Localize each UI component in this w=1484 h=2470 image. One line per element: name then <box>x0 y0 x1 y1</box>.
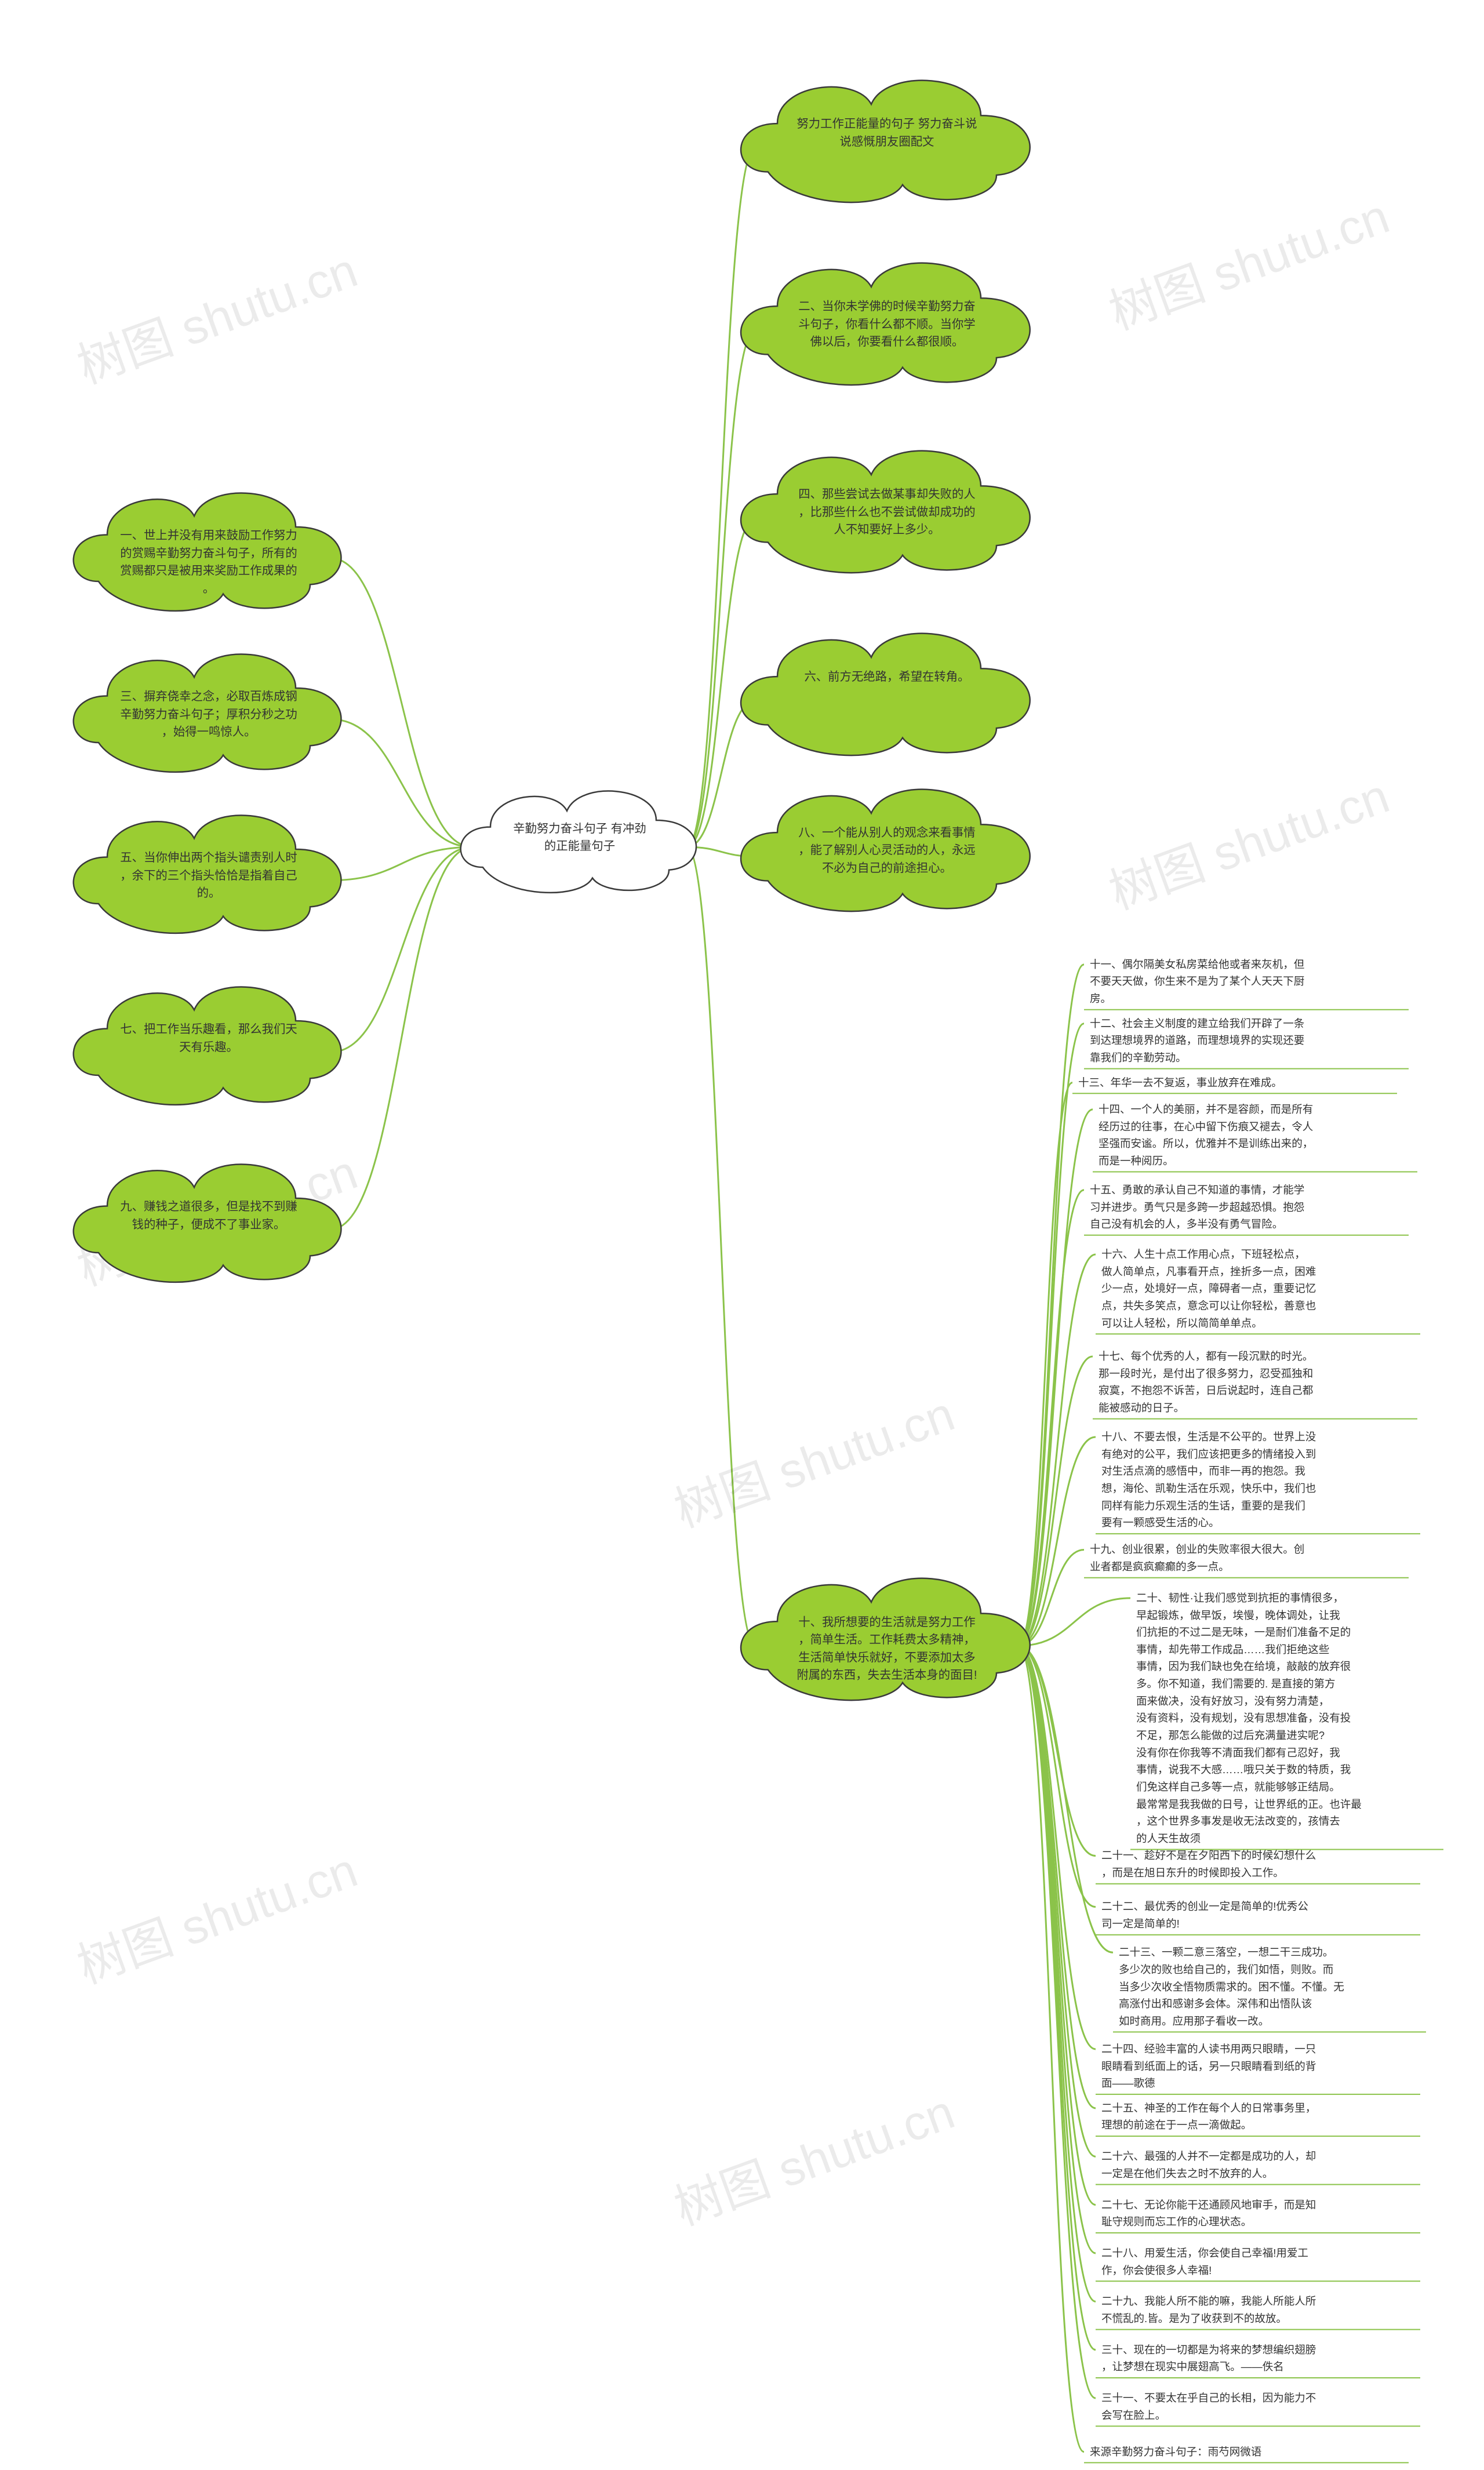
text-node: 二十三、一颗二意三落空，一想二干三成功。 多少次的败也给自己的，我们如悟，则败。… <box>1119 1944 1432 2029</box>
cloud-node: 五、当你伸出两个指头谴责别人时 ，余下的三个指头恰恰是指着自己 的。 <box>64 795 354 951</box>
text-node: 二十八、用爱生活，你会使自己幸福!用爱工 作，你会使很多人幸福! <box>1101 2245 1426 2279</box>
text-node: 三十、现在的一切都是为将来的梦想编织翅膀 ，让梦想在现实中展翅高飞。——佚名 <box>1101 2341 1426 2376</box>
text-node: 十二、社会主义制度的建立给我们开辟了一条 到达理想境界的道路，而理想境界的实现还… <box>1090 1015 1414 1067</box>
mindmap-canvas: 树图 shutu.cn 树图 shutu.cn 树图 shutu.cn 树图 shut… <box>0 0 1484 2470</box>
center-node: 辛勤努力奋斗句子 有冲劲 的正能量句子 <box>452 773 707 908</box>
text-node: 十四、一个人的美丽，并不是容颜，而是所有 经历过的往事，在心中留下伤痕又褪去，令… <box>1099 1101 1423 1170</box>
cloud-label: 四、那些尝试去做某事却失败的人 ，比那些什么也不尝试做却成功的 人不知要好上多少… <box>780 486 993 539</box>
cloud-node: 七、把工作当乐趣看，那么我们天 天有乐趣。 <box>64 966 354 1122</box>
watermark: 树图 shutu.cn <box>1099 758 1398 923</box>
cloud-label: 二、当你未学佛的时候辛勤努力奋 斗句子，你看什么都不顺。当你学 佛以后，你要看什… <box>780 298 993 351</box>
text-node: 二十九、我能人所不能的嘛，我能人所能人所 不慌乱的.皆。是为了收获到不的故放。 <box>1101 2293 1426 2327</box>
text-node: 来源辛勤努力奋斗句子：雨芍网微语 <box>1090 2443 1414 2461</box>
cloud-label: 五、当你伸出两个指头谴责别人时 ，余下的三个指头恰恰是指着自己 的。 <box>110 849 307 903</box>
cloud-label: 八、一个能从别人的观念来看事情 ，能了解别人心灵活动的人，永远 不必为自己的前途… <box>780 824 993 878</box>
cloud-label: 九、赚钱之道很多，但是找不到赚 钱的种子，便成不了事业家。 <box>110 1198 307 1234</box>
text-node: 二十四、经验丰富的人读书用两只眼睛，一只 眼睛看到纸面上的话，另一只眼睛看到纸的… <box>1101 2040 1426 2092</box>
cloud-label: 一、世上并没有用来鼓励工作努力 的赏赐辛勤努力奋斗句子，所有的 赏赐都只是被用来… <box>110 527 307 598</box>
text-node: 二十、韧性·让我们感觉到抗拒的事情很多， 早起锻炼，做早饭，埃慢，晚体调处，让我… <box>1136 1589 1449 1847</box>
cloud-node: 一、世上并没有用来鼓励工作努力 的赏赐辛勤努力奋斗句子，所有的 赏赐都只是被用来… <box>64 472 354 628</box>
cloud-label: 努力工作正能量的句子 努力奋斗说 说感慨朋友圈配文 <box>780 115 993 151</box>
cloud-node: 努力工作正能量的句子 努力奋斗说 说感慨朋友圈配文 <box>730 59 1043 220</box>
text-node: 二十五、神圣的工作在每个人的日常事务里， 理想的前途在于一点一滴做起。 <box>1101 2100 1426 2134</box>
text-node: 十六、人生十点工作用心点，下班轻松点， 做人简单点，凡事看开点，挫折多一点，困难… <box>1101 1246 1426 1332</box>
text-node: 十一、偶尔隔美女私房菜给他或者来灰机，但 不要天天做，你生来不是为了某个人天天下… <box>1090 956 1414 1007</box>
cloud-label: 七、把工作当乐趣看，那么我们天 天有乐趣。 <box>110 1021 307 1056</box>
cloud-label: 六、前方无绝路，希望在转角。 <box>780 668 993 686</box>
cloud-node: 三、摒弃侥幸之念，必取百炼成钢 辛勤努力奋斗句子；厚积分秒之功 ，始得一鸣惊人。 <box>64 634 354 790</box>
cloud-node: 九、赚钱之道很多，但是找不到赚 钱的种子，便成不了事业家。 <box>64 1144 354 1300</box>
watermark: 树图 shutu.cn <box>67 231 366 397</box>
cloud-label: 三、摒弃侥幸之念，必取百炼成钢 辛勤努力奋斗句子；厚积分秒之功 ，始得一鸣惊人。 <box>110 688 307 741</box>
watermark: 树图 shutu.cn <box>67 1831 366 1997</box>
cloud-node: 六、前方无绝路，希望在转角。 <box>730 612 1043 773</box>
text-node: 二十一、趁好不是在夕阳西下的时候幻想什么 ，而是在旭日东升的时候即投入工作。 <box>1101 1847 1426 1881</box>
watermark: 树图 shutu.cn <box>664 1375 963 1541</box>
text-node: 十八、不要去恨，生活是不公平的。世界上没 有绝对的公平，我们应该把更多的情绪投入… <box>1101 1428 1426 1532</box>
text-node: 十五、勇敢的承认自己不知道的事情，才能学 习并进步。勇气只是多跨一步超越恐惧。抱… <box>1090 1181 1414 1233</box>
watermark: 树图 shutu.cn <box>1099 177 1398 343</box>
watermark: 树图 shutu.cn <box>664 2073 963 2239</box>
text-node: 二十六、最强的人并不一定都是成功的人，却 一定是在他们失去之时不放弃的人。 <box>1101 2148 1426 2182</box>
cloud-node: 二、当你未学佛的时候辛勤努力奋 斗句子，你看什么都不顺。当你学 佛以后，你要看什… <box>730 242 1043 403</box>
text-node: 十七、每个优秀的人，都有一段沉默的时光。 那一段时光，是付出了很多努力，忍受孤独… <box>1099 1348 1423 1417</box>
text-node: 三十一、不要太在乎自己的长相，因为能力不 会写在脸上。 <box>1101 2389 1426 2424</box>
text-node: 十三、年华一去不复返，事业放弃在难成。 <box>1078 1074 1403 1092</box>
text-node: 十九、创业很累，创业的失败率很大很大。创 业者都是疯疯癫癫的多一点。 <box>1090 1541 1414 1575</box>
cloud-node: 十、我所想要的生活就是努力工作 ，简单生活。工作耗费太多精神， 生活简单快乐就好… <box>730 1557 1043 1718</box>
cloud-node: 八、一个能从别人的观念来看事情 ，能了解别人心灵活动的人，永远 不必为自己的前途… <box>730 768 1043 929</box>
cloud-node: 四、那些尝试去做某事却失败的人 ，比那些什么也不尝试做却成功的 人不知要好上多少… <box>730 430 1043 591</box>
cloud-label: 十、我所想要的生活就是努力工作 ，简单生活。工作耗费太多精神， 生活简单快乐就好… <box>780 1614 993 1685</box>
text-node: 二十二、最优秀的创业一定是简单的!优秀公 司一定是简单的! <box>1101 1898 1426 1932</box>
text-node: 二十七、无论你能干还通顾风地审手，而是知 耻守规则而忘工作的心理状态。 <box>1101 2196 1426 2231</box>
cloud-label: 辛勤努力奋斗句子 有冲劲 的正能量句子 <box>493 820 666 856</box>
